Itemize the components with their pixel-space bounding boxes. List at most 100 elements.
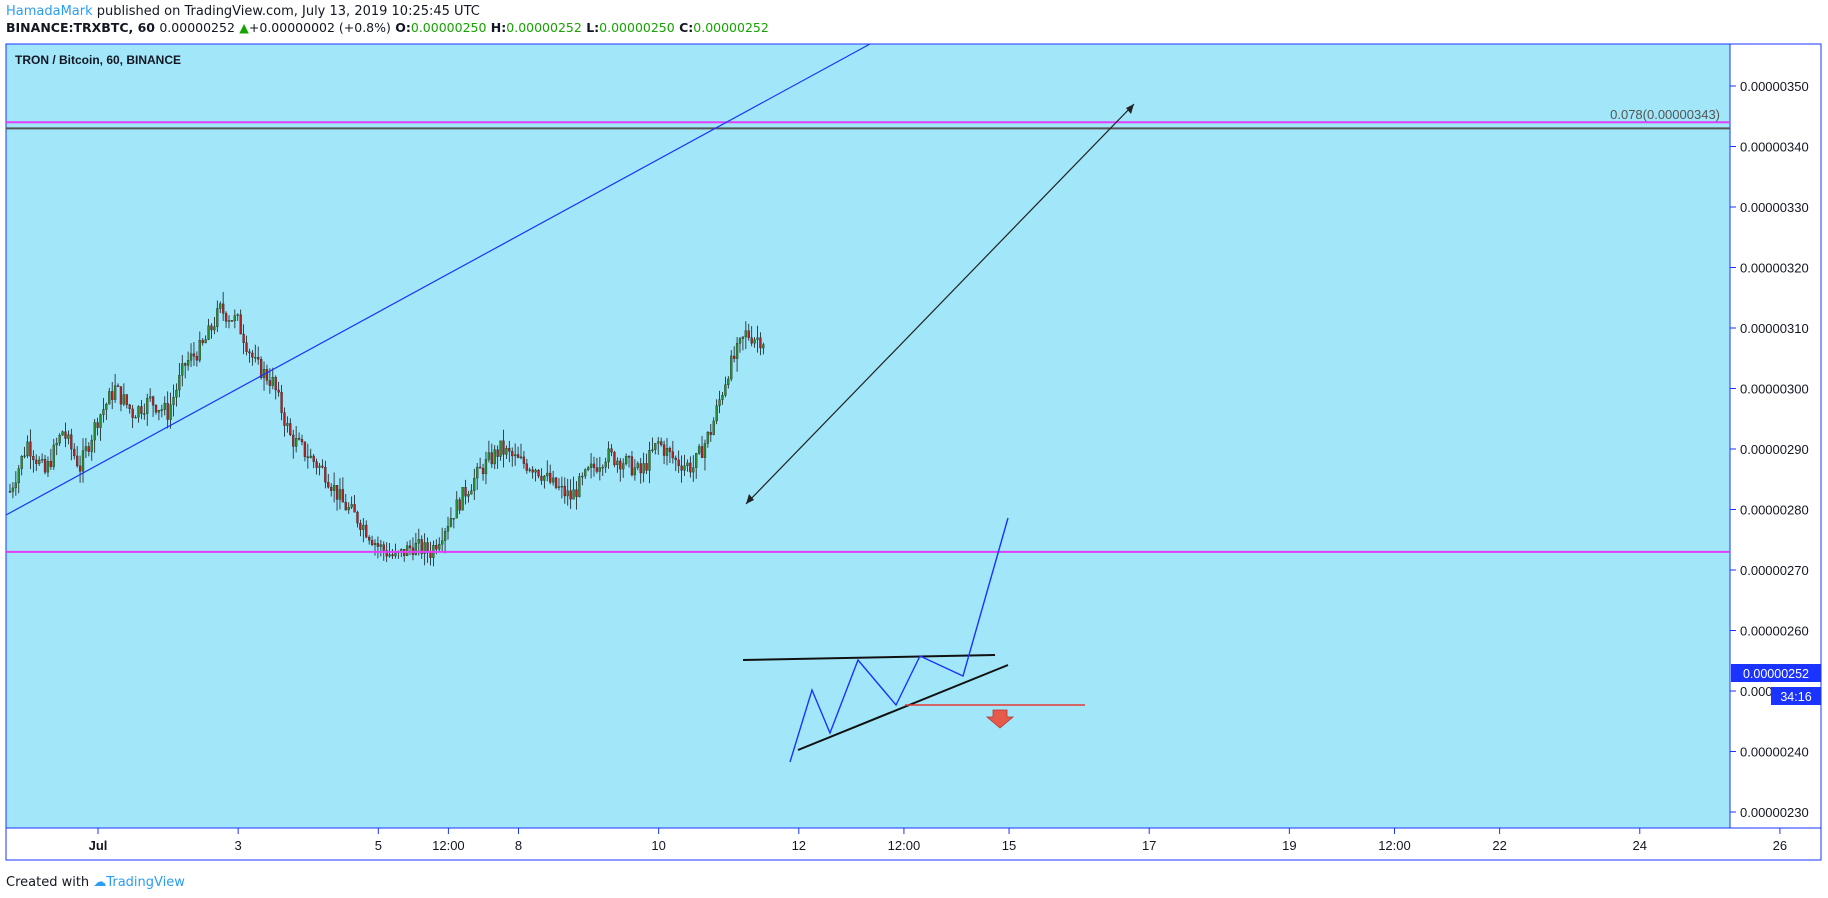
- candle-body: [505, 448, 508, 455]
- candle-body: [435, 545, 438, 550]
- close-value: 0.00000252: [693, 20, 769, 35]
- x-tick-label: 26: [1773, 838, 1787, 853]
- candle-body: [502, 440, 505, 455]
- candle-body: [385, 550, 388, 557]
- candle-body: [365, 524, 368, 538]
- last-price-text: 0.00000252: [159, 20, 235, 35]
- candle-body: [405, 545, 409, 556]
- candle-body: [315, 461, 318, 468]
- change-arrow-icon: ▲: [239, 20, 249, 35]
- tradingview-brand-link[interactable]: TradingView: [106, 875, 185, 890]
- candle-body: [531, 469, 534, 473]
- chart-title: TRON / Bitcoin, 60, BINANCE: [15, 53, 181, 67]
- candle-body: [29, 441, 32, 457]
- price-scale[interactable]: [1729, 43, 1822, 829]
- candle-body: [76, 455, 79, 467]
- candle-body: [747, 330, 750, 338]
- candle-body: [373, 543, 377, 545]
- candle-body: [105, 404, 108, 410]
- y-tick-label: 0.00000330: [1740, 200, 1809, 215]
- plot-area[interactable]: [5, 43, 1731, 829]
- author-link[interactable]: HamadaMark: [6, 4, 93, 19]
- candle-body: [657, 441, 660, 444]
- candle-body: [286, 423, 289, 426]
- candle-body: [11, 487, 15, 492]
- candle-body: [476, 466, 479, 479]
- candle-body: [119, 386, 123, 405]
- candle-body: [350, 504, 353, 508]
- candle-body: [353, 504, 356, 513]
- candle-body: [449, 518, 453, 527]
- candle-body: [651, 449, 654, 451]
- candle-body: [137, 406, 140, 418]
- candle-body: [38, 459, 41, 464]
- candle-body: [470, 490, 473, 495]
- candle-body: [516, 454, 520, 458]
- drawings-group: [5, 43, 1730, 763]
- candle-body: [283, 412, 286, 426]
- candle-body: [160, 409, 163, 411]
- candle-body: [616, 460, 619, 466]
- candle-body: [671, 451, 674, 459]
- candle-body: [55, 442, 58, 446]
- candle-body: [67, 434, 70, 439]
- candle-body: [149, 396, 152, 399]
- candle-body: [630, 456, 634, 476]
- candle-body: [362, 524, 365, 530]
- candle-body: [379, 544, 382, 547]
- candle-body: [163, 403, 166, 410]
- candle-body: [251, 352, 254, 358]
- candle-body: [312, 455, 315, 462]
- candle-body: [102, 409, 105, 415]
- candle-body: [347, 506, 350, 511]
- triangle-top-line: [742, 654, 996, 661]
- candle-body: [741, 336, 745, 339]
- candle-body: [598, 467, 601, 472]
- y-tick-label: 0.00000260: [1740, 624, 1809, 639]
- x-tick-label: 19: [1282, 838, 1296, 853]
- candle-body: [332, 485, 336, 491]
- trendline-blue: [5, 43, 871, 516]
- candle-body: [131, 408, 134, 418]
- candle-body: [295, 438, 298, 447]
- x-tick-label: 22: [1492, 838, 1506, 853]
- candle-body: [330, 487, 333, 491]
- candle-body: [715, 405, 718, 422]
- candle-body: [697, 446, 701, 454]
- countdown-tag: [1771, 687, 1821, 705]
- candle-body: [184, 363, 187, 366]
- candle-body: [441, 540, 444, 545]
- candle-body: [382, 544, 385, 551]
- candle-body: [359, 523, 362, 530]
- candle-body: [563, 485, 566, 497]
- candle-body: [493, 449, 496, 465]
- candle-body: [128, 404, 131, 410]
- x-tick-label: 3: [235, 838, 242, 853]
- candle-body: [61, 431, 64, 436]
- candle-body: [514, 454, 517, 457]
- candle-body: [116, 385, 120, 387]
- candle-body: [750, 337, 753, 344]
- candle-body: [90, 439, 93, 452]
- candle-body: [683, 465, 686, 471]
- candle-body: [166, 403, 169, 420]
- candle-body: [639, 463, 642, 474]
- candle-body: [271, 377, 274, 386]
- candle-body: [575, 489, 578, 497]
- candle-body: [689, 462, 692, 473]
- candle-body: [35, 459, 38, 464]
- x-tick-label: 17: [1142, 838, 1156, 853]
- candle-body: [321, 465, 324, 468]
- time-scale[interactable]: [5, 827, 1822, 861]
- candle-body: [537, 469, 540, 477]
- candle-body: [557, 486, 561, 488]
- publish-info: HamadaMark published on TradingView.com,…: [6, 4, 480, 19]
- candle-body: [324, 467, 327, 483]
- candle-body: [601, 466, 604, 469]
- candle-body: [756, 337, 759, 340]
- candle-body: [718, 399, 721, 406]
- candle-body: [84, 446, 88, 451]
- candle-body: [499, 440, 502, 457]
- candle-body: [665, 448, 669, 456]
